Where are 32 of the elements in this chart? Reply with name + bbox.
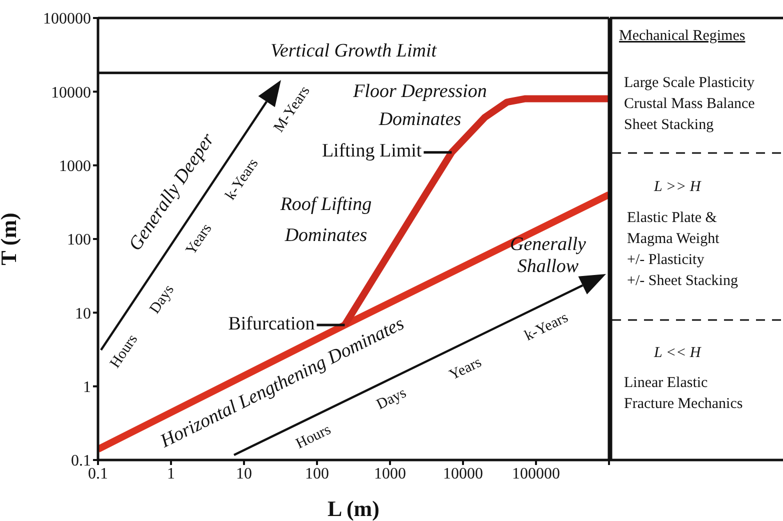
text: L << H (653, 345, 702, 362)
x-tick-label: 10 (236, 465, 252, 482)
y-tick-label: 1000 (59, 158, 91, 176)
annotation: Roof Lifting Dominates (279, 194, 372, 246)
annotation: Years (447, 354, 484, 384)
annotation: Generally Shallow (510, 234, 587, 278)
ref-line-label: Vertical Growth Limit (270, 40, 438, 62)
y-tick-label: 100000 (43, 10, 91, 28)
annotation: Bifurcation (228, 313, 316, 334)
y-tick-label: 100 (67, 232, 91, 249)
y-tick-label: 10000 (51, 84, 91, 102)
annotation: Hours (294, 422, 334, 453)
x-tick-label: 100000 (512, 465, 560, 482)
y-tick-label: 1 (83, 379, 91, 396)
annotation: Floor Depression Dominates (352, 81, 487, 130)
text: L >> H (653, 179, 702, 196)
x-tick-label: 100 (305, 465, 329, 482)
text: Large Scale Plasticity Crustal Mass Balance Sheet Stacking (624, 75, 756, 134)
x-axis-title: L (m) (328, 496, 380, 521)
text: Mechanical Regimes (619, 28, 746, 44)
annotation: k-Years (522, 310, 572, 345)
text: Elastic Plate & Magma Weight +/- Plasticity +/- Sheet Stacking (627, 210, 738, 290)
x-tick-label: 1 (167, 465, 175, 482)
x-tick-label: 1000 (374, 465, 406, 482)
annotation: Days (374, 385, 410, 414)
y-tick-label: 10 (75, 305, 91, 322)
x-tick-label: 0.1 (88, 465, 108, 482)
x-tick-label: 10000 (443, 465, 483, 482)
text: Linear Elastic Fracture Mechanics (624, 375, 743, 412)
y-tick-label: 0.1 (71, 452, 91, 470)
annotation: Lifting Limit (322, 140, 422, 162)
y-axis-title: T (m) (0, 212, 21, 266)
